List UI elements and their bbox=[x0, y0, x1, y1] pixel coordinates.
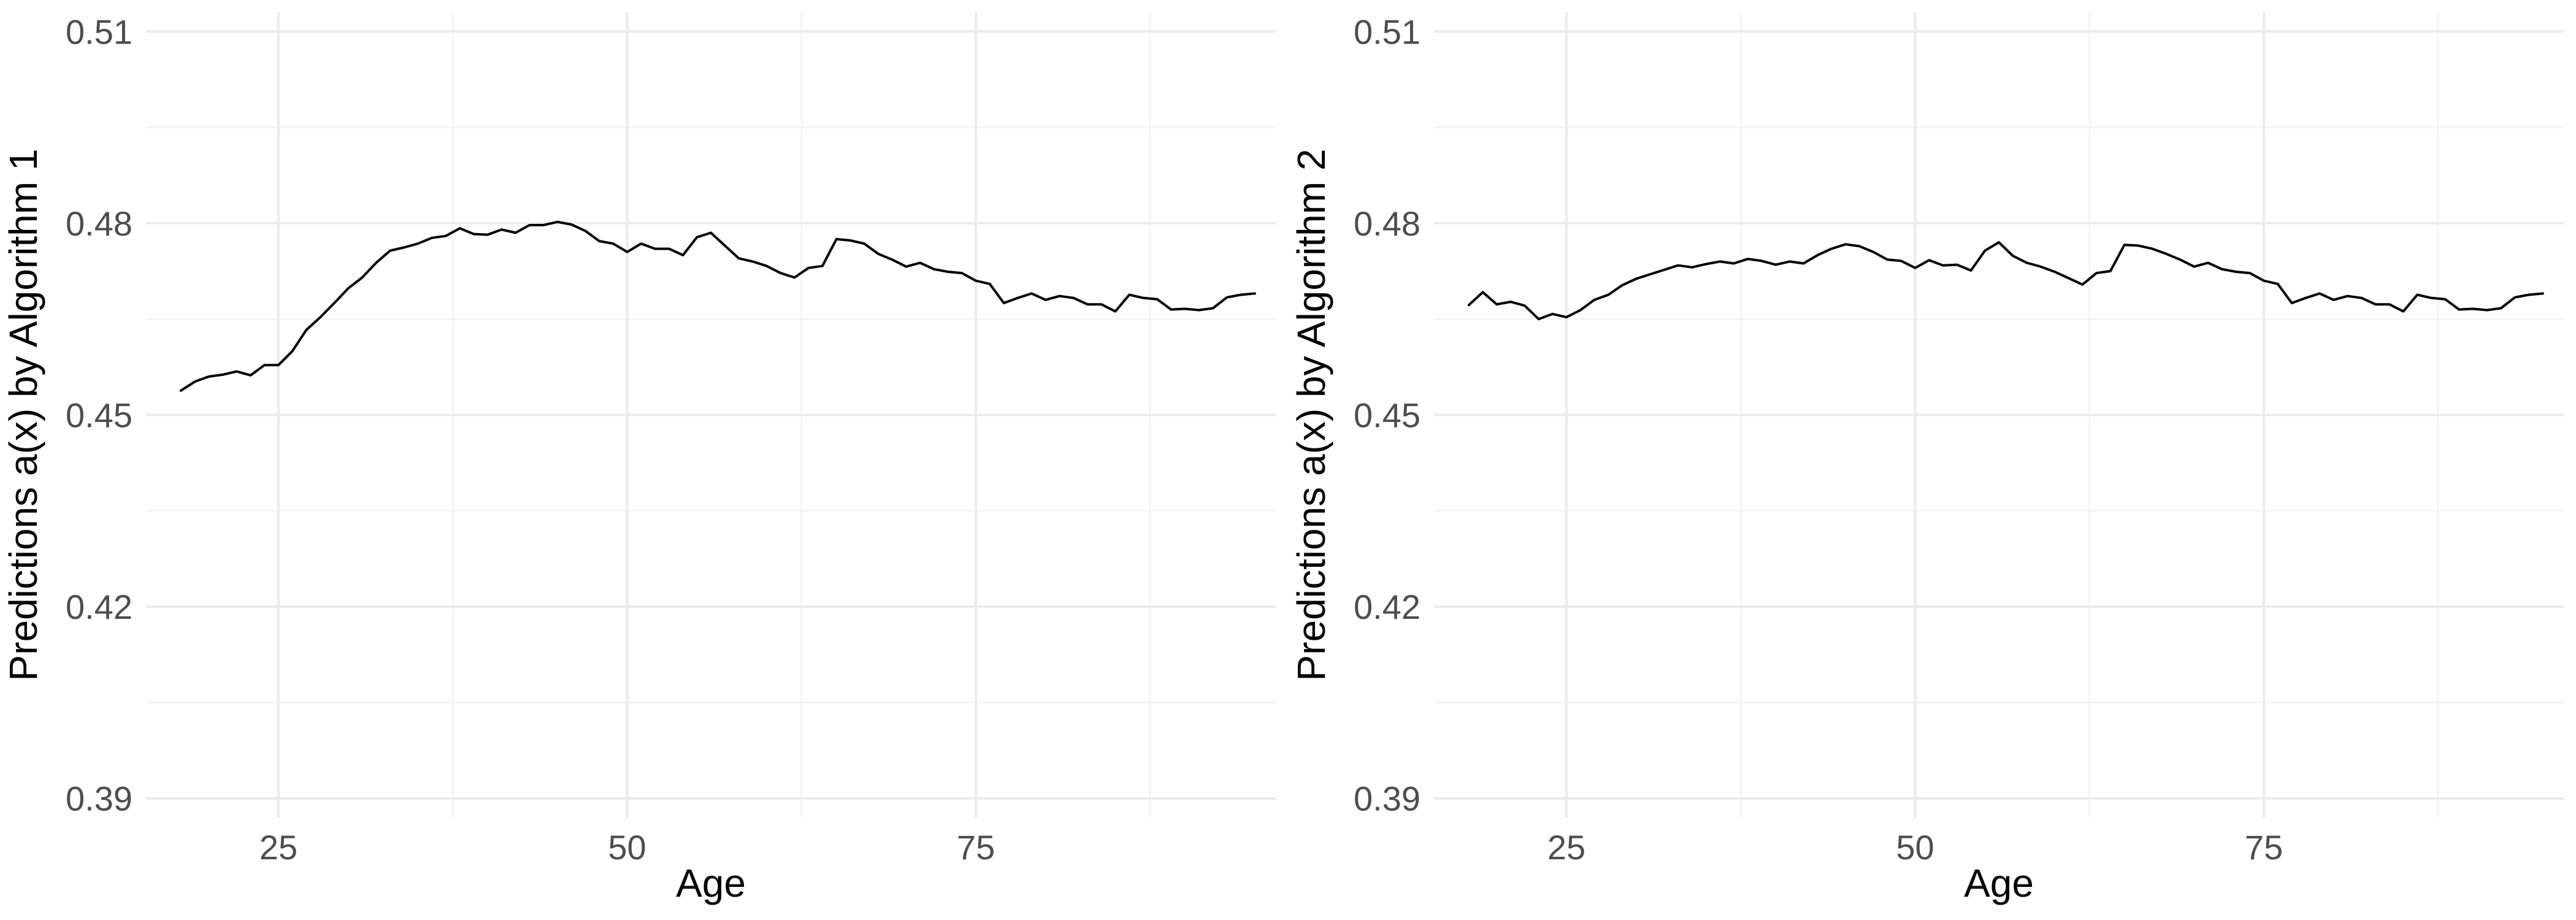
x-tick-label: 50 bbox=[608, 828, 646, 867]
series-line-1 bbox=[1467, 241, 2544, 321]
y-axis-title: Predictions a(x) by Algorithm 1 bbox=[1, 149, 45, 681]
y-tick-label: 0.42 bbox=[1354, 588, 1420, 626]
y-tick-label: 0.48 bbox=[66, 204, 132, 243]
series-line-1 bbox=[179, 220, 1256, 392]
y-tick-label: 0.39 bbox=[1354, 780, 1420, 818]
x-tick-label: 25 bbox=[1547, 828, 1585, 867]
x-tick-label: 25 bbox=[259, 828, 297, 867]
y-tick-label: 0.51 bbox=[66, 12, 132, 51]
y-tick-label: 0.45 bbox=[1354, 396, 1420, 435]
y-tick-label: 0.48 bbox=[1354, 204, 1420, 243]
x-axis-title: Age bbox=[676, 861, 746, 905]
y-tick-label: 0.39 bbox=[66, 780, 132, 818]
y-tick-label: 0.42 bbox=[66, 588, 132, 626]
y-axis-title: Predictions a(x) by Algorithm 2 bbox=[1289, 149, 1333, 681]
chart-panel-2: 0.39 0.42 0.45 0.48 0.51 25 50 75 Age Predictions… bbox=[1289, 12, 2564, 905]
x-axis-title: Age bbox=[1964, 861, 2034, 905]
chart-panel-1: 0.39 0.42 0.45 0.48 0.51 25 50 75 Age Predictions… bbox=[1, 12, 1276, 905]
x-tick-label: 75 bbox=[957, 828, 995, 867]
x-tick-label: 75 bbox=[2245, 828, 2283, 867]
y-tick-label: 0.51 bbox=[1354, 12, 1420, 51]
x-tick-label: 50 bbox=[1896, 828, 1934, 867]
y-tick-label: 0.45 bbox=[66, 396, 132, 435]
